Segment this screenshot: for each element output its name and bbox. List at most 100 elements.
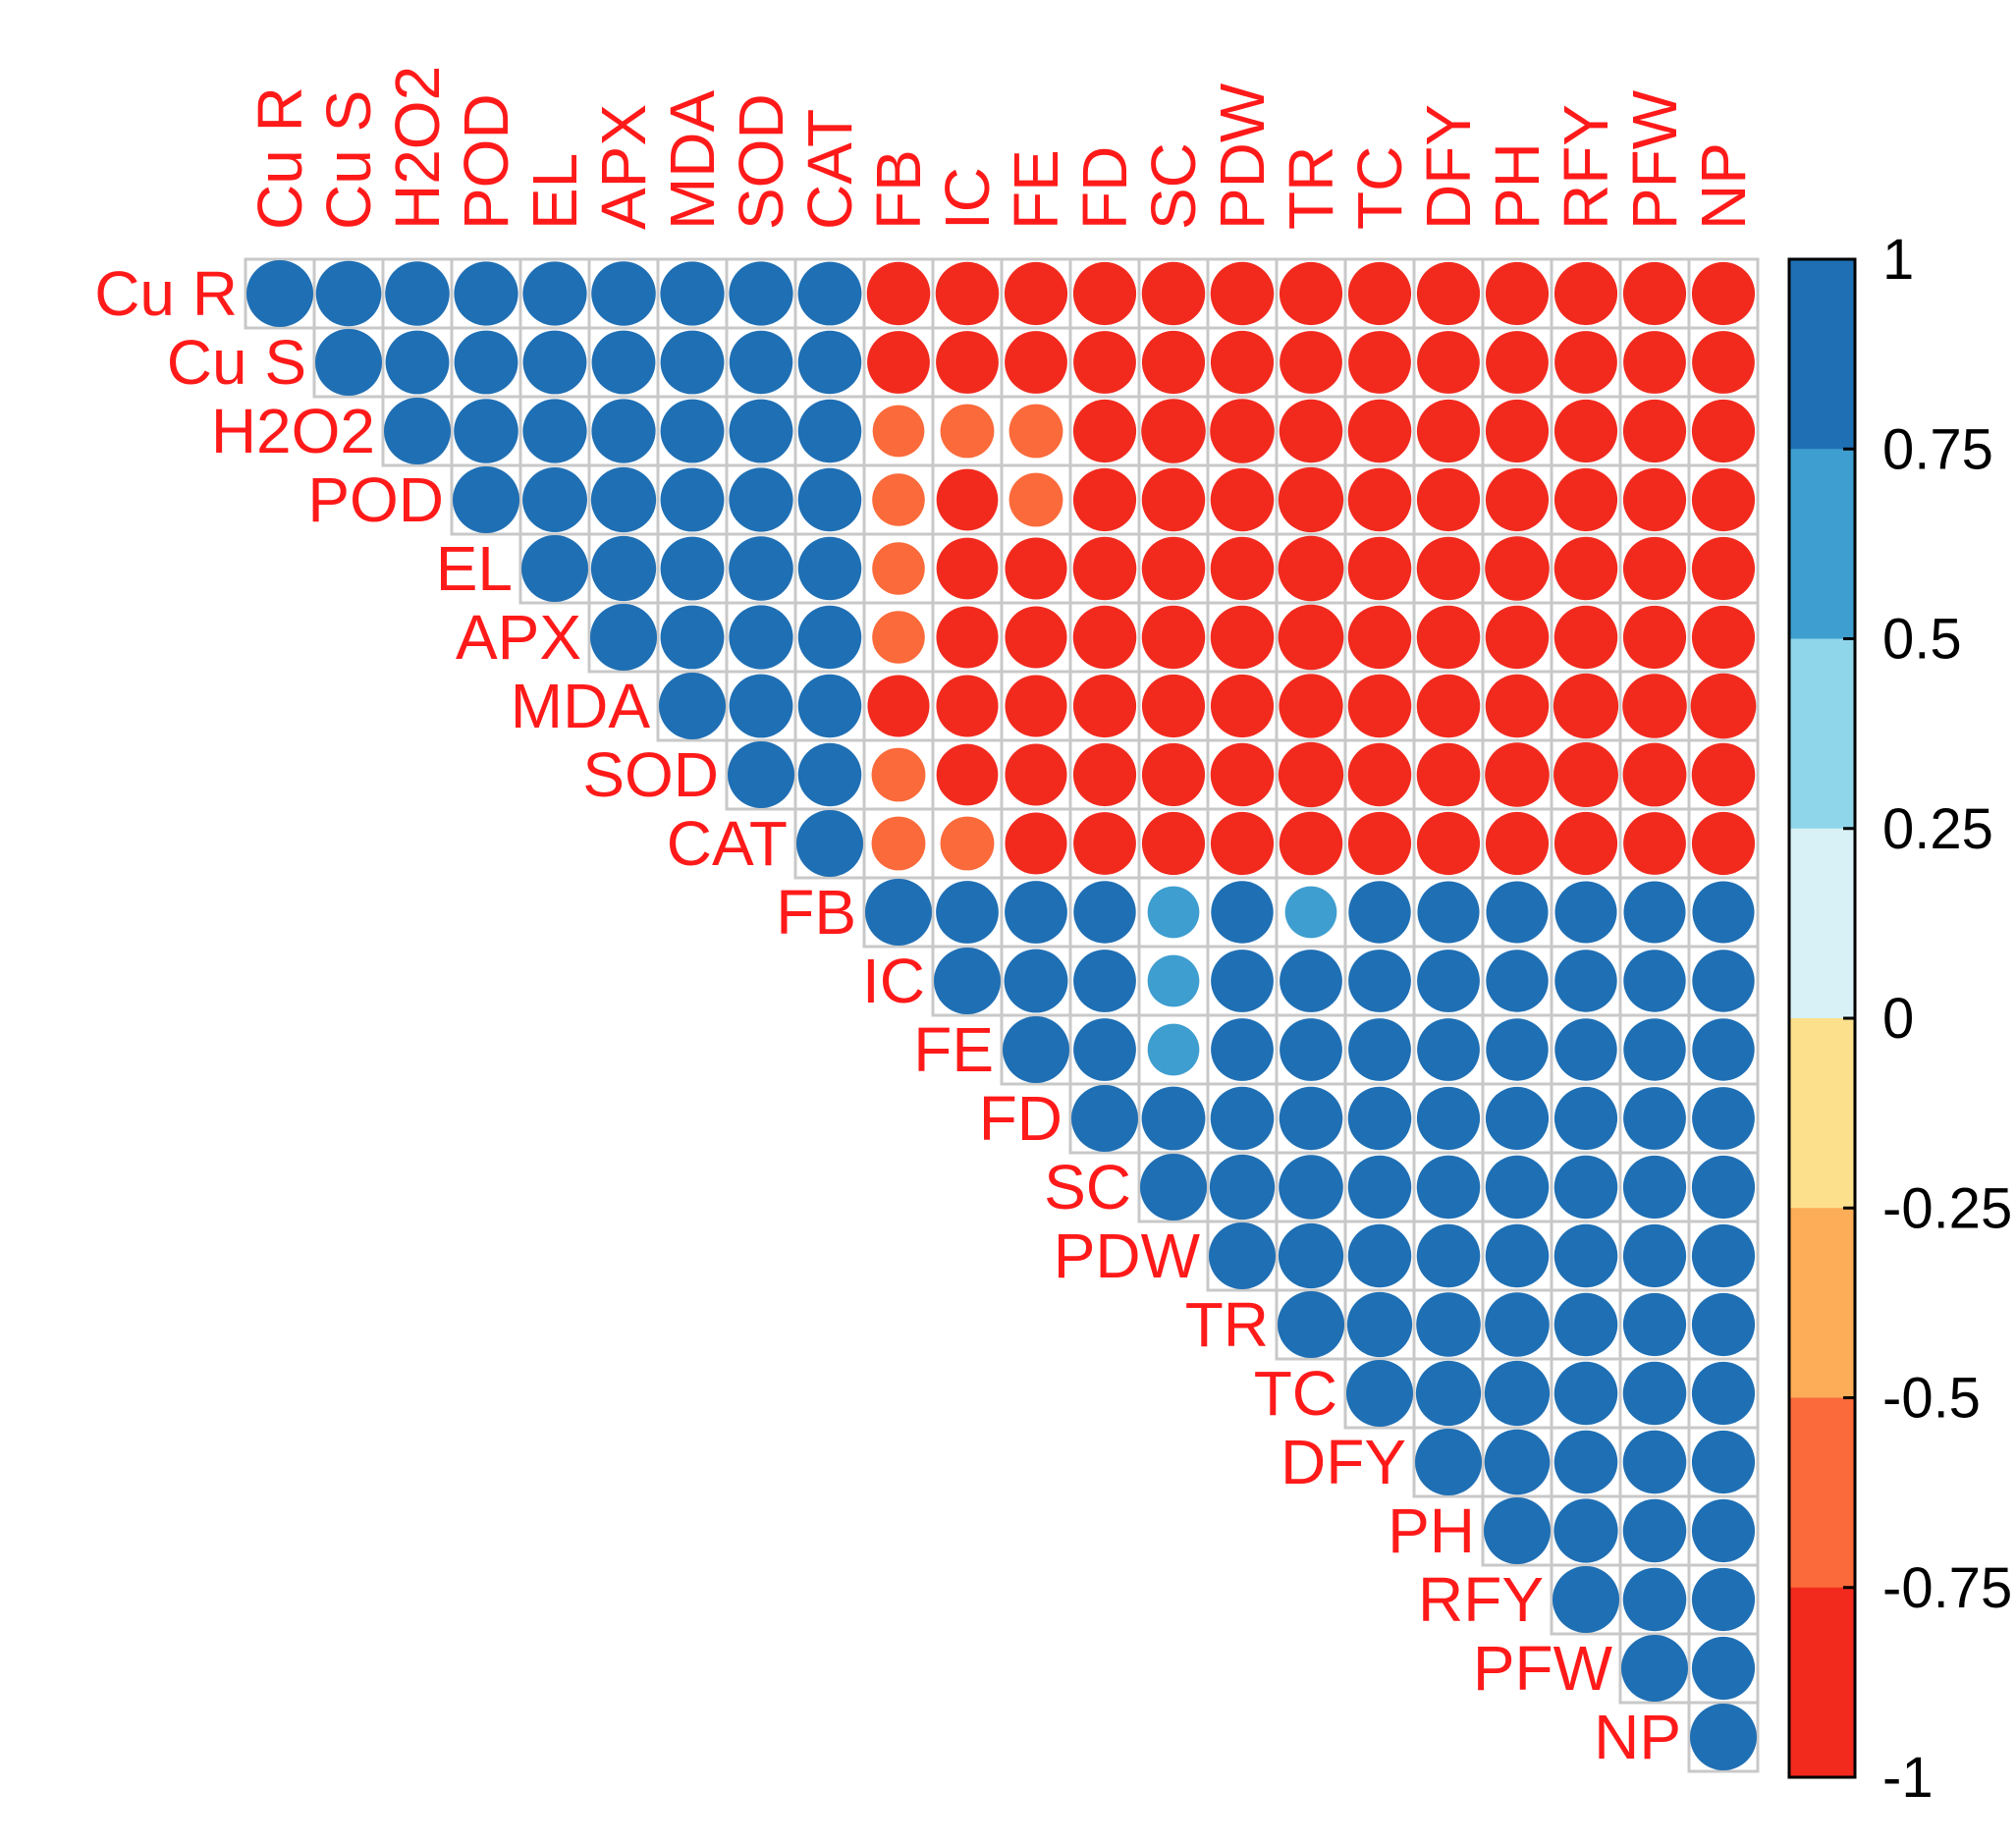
correlation-dot-el-ph [1485,536,1550,601]
correlation-dot-cu-s-dfy [1417,331,1480,394]
row-label-cu-r: Cu R [94,258,238,329]
correlation-dot-ic-fd [1073,950,1136,1012]
column-label-apx: APX [588,104,659,230]
correlation-dot-h2o2-fd [1072,399,1137,463]
correlation-dot-h2o2-tr [1279,399,1343,463]
correlation-dot-sc-dfy [1416,1155,1481,1220]
colorbar-tick-label: 0.75 [1882,417,1993,481]
correlation-dot-cu-s-mda [660,330,725,395]
correlation-dot-pfw-pfw [1621,1635,1688,1702]
correlation-dot-el-fd [1072,536,1137,601]
correlation-dot-sod-sc [1141,742,1206,807]
correlation-dot-fe-sc [1147,1023,1200,1076]
column-label-np: NP [1688,142,1759,230]
correlation-dot-sc-rfy [1553,1155,1618,1220]
colorbar-segment [1789,1208,1855,1398]
correlation-dot-el-fb [872,542,925,595]
correlation-dot-pdw-tc [1347,1223,1412,1288]
correlation-dot-ic-pfw [1623,950,1686,1012]
correlation-dot-pod-pod [453,466,519,533]
colorbar-tick-label: 0.25 [1882,797,1993,861]
colorbar-tick-label: -0.5 [1882,1367,1981,1431]
correlation-dot-fe-tr [1280,1018,1342,1081]
colorbar-tick-label: 1 [1882,228,1914,292]
correlation-dot-fd-tc [1347,1086,1412,1151]
correlation-dot-cu-r-pfw [1622,261,1687,326]
correlation-dot-pod-tr [1278,466,1344,533]
correlation-dot-sod-sod [728,741,794,808]
column-label-ic: IC [932,167,1003,230]
correlation-dot-pod-fd [1072,467,1137,532]
correlation-dot-fb-tc [1348,881,1411,944]
correlation-dot-sod-cat [797,742,862,807]
correlation-dot-ic-ic [934,948,1001,1014]
correlation-dot-cu-r-dfy [1416,261,1481,326]
correlation-dot-mda-tr [1279,674,1343,738]
correlation-dot-pdw-np [1691,1223,1756,1288]
correlation-dot-ic-fe [1004,949,1068,1013]
correlation-dot-fd-tr [1279,1086,1343,1151]
correlation-dot-sod-fd [1072,742,1137,807]
row-label-apx: APX [456,602,581,673]
correlation-dot-pod-sod [729,467,793,532]
colorbar-tick-label: -1 [1882,1746,1934,1810]
correlation-dot-pod-pfw [1622,467,1687,532]
correlation-dot-dfy-pfw [1622,1430,1687,1494]
correlation-dot-fb-ic [936,881,999,944]
correlation-dot-ph-pfw [1622,1498,1687,1563]
correlation-dot-apx-tr [1278,604,1344,671]
correlation-dot-mda-ph [1485,674,1550,738]
correlation-dot-el-pfw [1622,536,1687,601]
correlation-dot-el-cat [797,536,862,601]
correlation-dot-h2o2-sod [729,399,793,463]
correlation-dot-pod-fe [1008,472,1063,527]
correlation-dot-h2o2-ph [1485,399,1550,463]
column-label-dfy: DFY [1413,104,1484,230]
correlation-dot-el-ic [936,537,999,600]
correlation-dot-fe-rfy [1554,1018,1617,1081]
correlation-dot-h2o2-tc [1347,399,1412,463]
correlation-dot-cu-r-ic [935,261,1000,326]
colorbar-segment [1789,1397,1855,1589]
correlation-dot-pdw-rfy [1553,1223,1618,1288]
correlation-dot-tr-pfw [1622,1292,1687,1357]
correlation-dot-mda-tc [1347,674,1412,738]
correlation-dot-cu-s-tc [1348,331,1411,394]
correlation-dot-apx-pdw [1210,605,1275,670]
correlation-dot-apx-ph [1485,605,1550,670]
colorbar-tick-label: 0 [1882,987,1914,1051]
correlation-dot-h2o2-sc [1141,399,1206,463]
correlation-dot-el-el [521,535,588,602]
correlation-dot-rfy-pfw [1622,1567,1687,1632]
row-label-np: NP [1594,1702,1681,1772]
correlation-dot-fd-rfy [1553,1086,1618,1151]
correlation-dot-cu-r-pod [454,261,518,326]
correlation-dot-cu-r-cu-r [246,260,313,327]
correlation-dot-h2o2-el [522,399,587,463]
column-label-h2o2: H2O2 [382,66,453,230]
correlation-dot-tc-dfy [1415,1360,1482,1427]
correlation-dot-fb-np [1692,881,1755,944]
row-label-tc: TC [1254,1358,1337,1429]
correlation-dot-fe-tc [1348,1018,1411,1081]
correlation-dot-fe-ph [1486,1018,1549,1081]
correlation-dot-apx-mda [660,605,725,670]
correlation-dot-fb-rfy [1554,881,1617,944]
column-label-fe: FE [1001,149,1071,230]
correlation-dot-apx-fb [872,611,925,664]
correlation-dot-el-rfy [1553,536,1618,601]
correlation-dot-cu-r-pdw [1210,261,1275,326]
correlation-dot-apx-rfy [1553,605,1618,670]
correlation-dot-cat-tc [1347,811,1412,876]
correlation-dot-cat-np [1691,811,1756,876]
correlation-dot-mda-fd [1072,674,1137,738]
correlation-dot-cat-pdw [1210,811,1275,876]
correlation-dot-dfy-np [1691,1430,1756,1494]
correlation-dot-mda-cat [797,674,862,738]
correlation-dot-sod-pfw [1622,742,1687,807]
column-label-tc: TC [1344,146,1415,230]
correlation-dot-pod-apx [590,466,657,533]
correlation-dot-cu-s-rfy [1554,331,1617,394]
correlation-dot-fe-fe [1003,1016,1069,1083]
correlation-dot-pod-ph [1485,467,1550,532]
